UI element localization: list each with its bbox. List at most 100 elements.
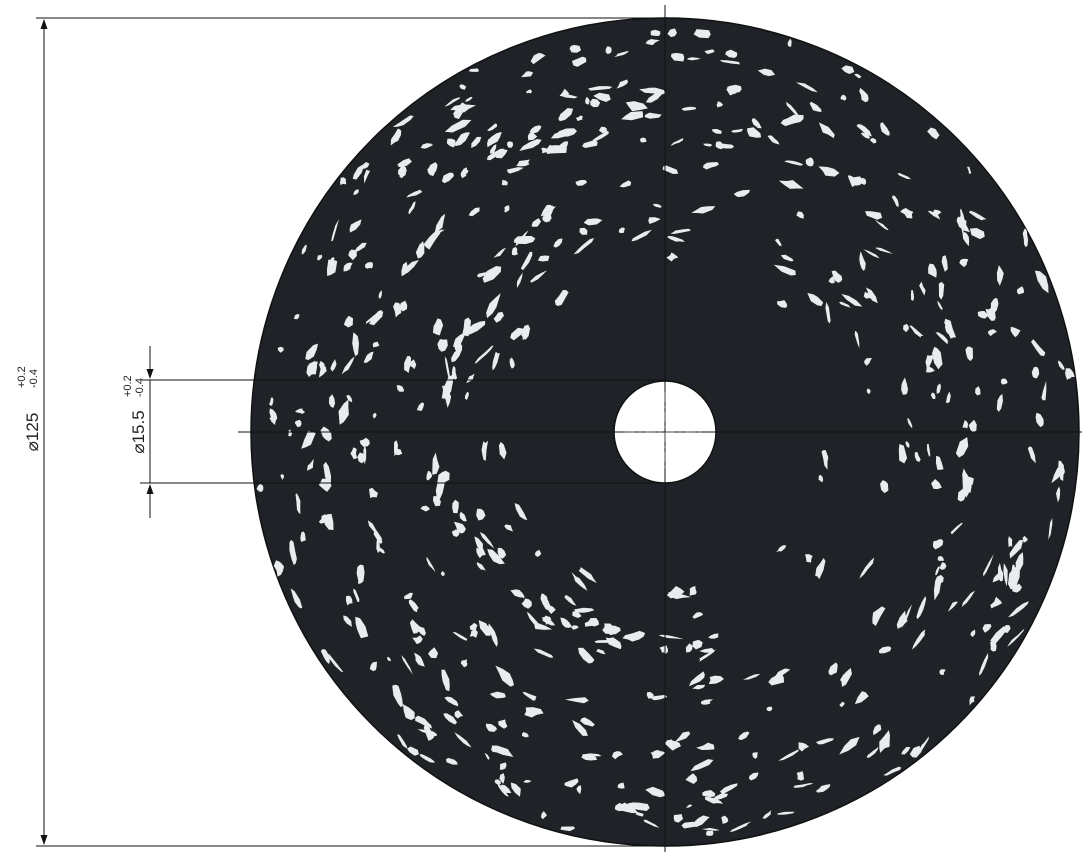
speckle-mark [397, 734, 408, 749]
speckle-mark [1015, 552, 1024, 571]
speckle-mark [407, 746, 419, 756]
speckle-mark [667, 739, 675, 748]
speckle-mark [320, 648, 330, 665]
speckle-mark [452, 333, 466, 348]
speckle-mark [522, 732, 529, 738]
speckle-mark [614, 50, 629, 58]
speckle-mark [938, 281, 945, 300]
speckle-mark [353, 588, 360, 603]
speckle-mark [639, 137, 647, 143]
speckle-mark [398, 165, 407, 177]
speckle-mark [497, 547, 507, 559]
speckle-mark [1012, 583, 1022, 593]
speckle-mark [564, 778, 579, 788]
speckle-mark [474, 345, 494, 364]
speckle-mark [444, 696, 459, 707]
speckle-mark [409, 359, 417, 370]
speckle-mark [840, 673, 848, 682]
speckle-mark [434, 213, 446, 235]
speckle-mark [343, 615, 352, 627]
speckle-mark [757, 68, 776, 77]
speckle-mark [459, 511, 467, 522]
speckle-mark [990, 626, 1006, 646]
speckle-mark [708, 675, 724, 685]
speckle-mark [828, 662, 838, 676]
speckle-mark [426, 470, 433, 481]
speckle-mark [1034, 270, 1049, 294]
speckle-mark [903, 323, 909, 333]
speckle-mark [733, 189, 751, 198]
speckle-mark [523, 779, 532, 783]
speckle-mark [900, 207, 914, 219]
speckle-mark [937, 300, 943, 311]
speckle-mark [419, 754, 436, 763]
speckle-mark [962, 420, 969, 429]
speckle-mark [691, 206, 716, 214]
speckle-mark [432, 496, 441, 507]
speckle-mark [474, 536, 484, 553]
speckle-mark [983, 553, 994, 577]
speckle-mark [964, 476, 974, 486]
speckle-mark [930, 392, 936, 400]
speckle-mark [959, 258, 969, 268]
speckle-mark [464, 96, 473, 102]
bore-diameter-tol-lower: -0.4 [134, 378, 146, 397]
speckle-mark [872, 606, 886, 626]
speckle-mark [927, 443, 931, 457]
speckle-mark [704, 796, 724, 804]
speckle-mark [288, 429, 293, 437]
speckle-mark [778, 180, 804, 189]
speckle-mark [854, 73, 862, 79]
speckle-mark [520, 251, 533, 271]
speckle-mark [850, 176, 863, 186]
speckle-mark [393, 302, 402, 318]
speckle-mark [1065, 368, 1073, 379]
speckle-mark [925, 354, 934, 372]
speckle-mark [778, 749, 799, 761]
speckle-mark [996, 265, 1004, 286]
speckle-mark [798, 742, 810, 752]
speckle-mark [840, 94, 847, 101]
speckle-mark [392, 684, 403, 707]
speckle-mark [965, 346, 973, 362]
speckle-mark [415, 715, 433, 729]
speckle-mark [452, 499, 459, 514]
speckle-mark [464, 391, 469, 401]
speckle-mark [932, 539, 944, 550]
speckle-mark [521, 71, 534, 78]
speckle-mark [454, 732, 472, 748]
speckle-mark [461, 167, 469, 175]
speckle-mark [442, 385, 452, 408]
speckle-mark [415, 624, 426, 637]
speckle-mark [692, 612, 703, 619]
speckle-mark [1041, 380, 1047, 401]
speckle-mark [353, 189, 359, 196]
speckle-mark [369, 311, 384, 326]
speckle-mark [619, 180, 632, 188]
speckle-mark [432, 318, 444, 336]
speckle-mark [524, 707, 544, 718]
speckle-mark [605, 637, 622, 650]
speckle-mark [901, 377, 909, 395]
speckle-mark [397, 158, 413, 168]
speckle-mark [454, 710, 464, 719]
speckle-mark [511, 246, 518, 256]
speckle-mark [560, 617, 573, 628]
speckle-mark [441, 669, 450, 692]
speckle-mark [725, 49, 738, 58]
speckle-mark [969, 227, 985, 240]
speckle-mark [367, 520, 381, 539]
speckle-mark [491, 745, 514, 757]
speckle-mark [962, 231, 970, 247]
speckle-mark [300, 531, 306, 542]
speckle-mark [526, 89, 533, 94]
speckle-mark [305, 343, 319, 361]
speckle-mark [1022, 535, 1028, 543]
speckle-mark [818, 122, 835, 139]
speckle-mark [625, 101, 648, 112]
speckle-mark [692, 639, 703, 650]
speckle-mark [352, 166, 364, 180]
speckle-mark [700, 699, 714, 705]
speckle-mark [891, 195, 899, 207]
speckle-mark [459, 84, 467, 90]
